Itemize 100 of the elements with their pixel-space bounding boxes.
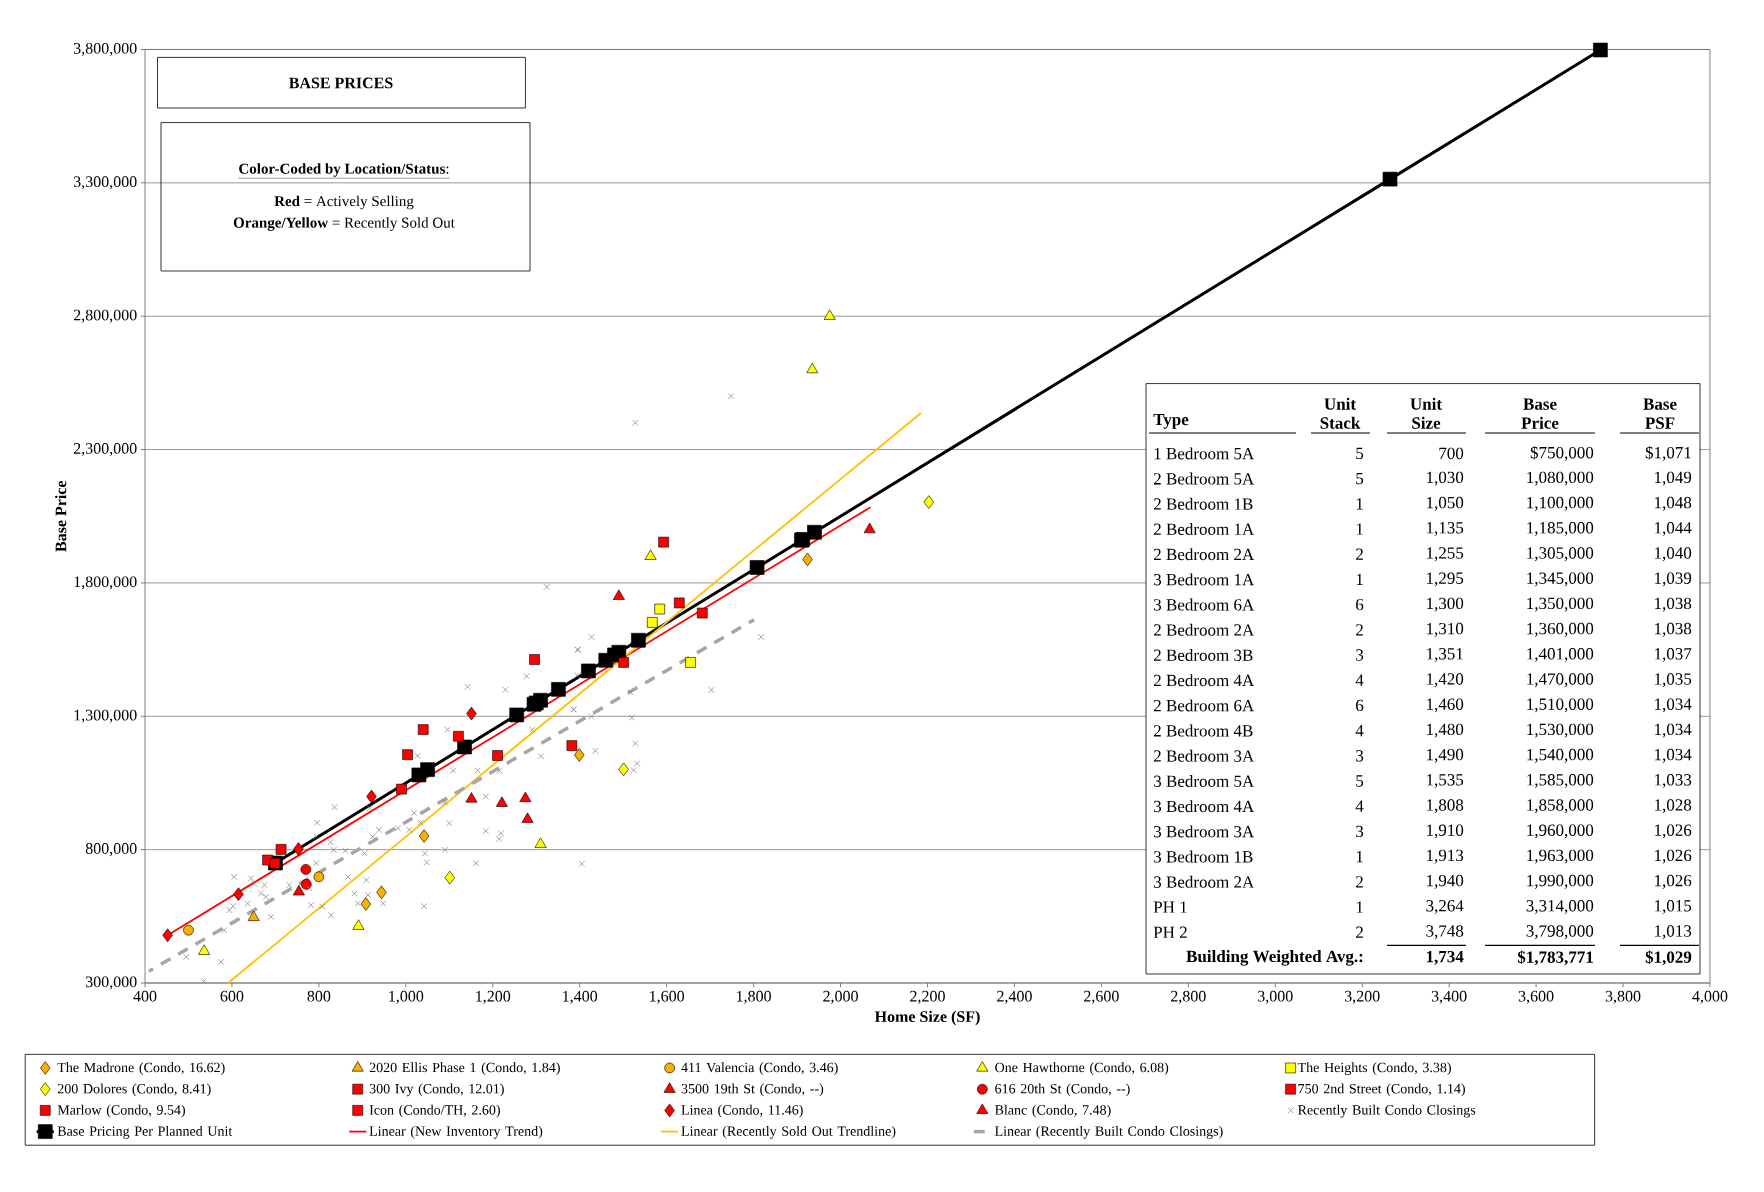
x-tick-label: 4,000 xyxy=(1692,990,1728,1004)
annotation: 3 Bedroom 3A xyxy=(1154,825,1255,838)
annotation: Base Price xyxy=(1521,398,1559,429)
annotation: Type xyxy=(1153,413,1189,429)
annotation: Color-Coded by Location/Status: xyxy=(239,163,449,177)
annotation: 3 Bedroom 2A xyxy=(1154,875,1255,888)
annotation: 2 xyxy=(1356,926,1363,938)
x-tick-label: 2,200 xyxy=(910,990,945,1004)
annotation: 3 Bedroom 6A xyxy=(1154,598,1255,611)
annotation: 3 xyxy=(1356,750,1364,762)
annotation: 2 Bedroom 2A xyxy=(1153,623,1255,636)
annotation: 1,490 xyxy=(1427,748,1464,763)
annotation: 1 xyxy=(1356,523,1363,535)
annotation: 3,798,000 xyxy=(1526,925,1594,940)
annotation: $1,071 xyxy=(1645,445,1691,461)
annotation: 1,044 xyxy=(1655,522,1692,536)
x-tick-label: 1,200 xyxy=(476,990,511,1004)
annotation: 1,310 xyxy=(1427,622,1464,637)
annotation: $1,783,771 xyxy=(1517,950,1593,966)
annotation: 1,360,000 xyxy=(1527,622,1594,637)
x-tick-label: 2,400 xyxy=(997,990,1032,1004)
x-tick-label: 3,200 xyxy=(1344,990,1380,1004)
annotation: 1,013 xyxy=(1655,925,1692,940)
annotation: 1 xyxy=(1356,573,1363,585)
annotation: 1,460 xyxy=(1427,698,1464,713)
legend-label: Linear (New Inventory Trend) xyxy=(369,1125,543,1139)
annotation: 1,420 xyxy=(1427,673,1464,688)
annotation: 700 xyxy=(1439,447,1464,460)
annotation: 1,295 xyxy=(1427,572,1464,587)
annotation: 3 xyxy=(1356,649,1364,661)
x-tick-label: 2,000 xyxy=(823,990,858,1004)
y-tick-label: 300,000 xyxy=(85,976,137,990)
annotation: 1,048 xyxy=(1655,496,1692,511)
x-tick-label: 3,000 xyxy=(1258,990,1293,1004)
annotation: Red = Actively Selling xyxy=(274,195,414,210)
annotation: 1,135 xyxy=(1427,522,1464,536)
annotation: 1,026 xyxy=(1655,874,1692,889)
annotation: 1,910 xyxy=(1427,824,1464,839)
annotation: 1,480 xyxy=(1427,723,1464,738)
annotation: 6 xyxy=(1356,699,1364,712)
legend-label: The Heights (Condo, 3.38) xyxy=(1297,1062,1451,1076)
annotation: 1,960,000 xyxy=(1527,824,1594,839)
annotation: 3 Bedroom 1A xyxy=(1154,573,1255,586)
x-tick-label: 1,600 xyxy=(650,990,685,1004)
annotation: 1,540,000 xyxy=(1527,748,1594,763)
y-tick-label: 2,800,000 xyxy=(73,309,137,323)
annotation: 1,026 xyxy=(1655,849,1692,864)
annotation: 5 xyxy=(1356,775,1364,787)
annotation: 1,470,000 xyxy=(1527,673,1594,688)
annotation: 4 xyxy=(1355,674,1364,686)
annotation: 1 xyxy=(1356,901,1363,913)
annotation: 3 Bedroom 4A xyxy=(1154,800,1255,813)
y-tick-label: 3,800,000 xyxy=(73,42,137,57)
annotation: 3 Bedroom 1B xyxy=(1154,850,1253,863)
annotation: 2 Bedroom 6A xyxy=(1153,699,1255,712)
x-tick-label: 400 xyxy=(133,990,157,1002)
x-tick-label: 600 xyxy=(220,990,244,1002)
annotation: 1,350,000 xyxy=(1527,597,1594,612)
x-tick-label: 800 xyxy=(307,990,331,1002)
annotation: 5 xyxy=(1356,472,1364,485)
y-tick-label: 2,300,000 xyxy=(73,443,137,457)
annotation: 5 xyxy=(1356,447,1364,460)
annotation: 1,033 xyxy=(1655,774,1692,788)
x-tick-label: 1,000 xyxy=(389,990,424,1004)
legend-label: 200 Dolores (Condo, 8.41) xyxy=(57,1083,211,1097)
y-axis-title: Base Price xyxy=(55,480,67,552)
annotation: 3,264 xyxy=(1426,900,1464,914)
legend-label: Linea (Condo, 11.46) xyxy=(681,1104,803,1118)
annotation: 1,940 xyxy=(1427,874,1464,889)
legend-label: Linear (Recently Built Condo Closings) xyxy=(995,1125,1223,1139)
annotation: 1,028 xyxy=(1655,799,1692,814)
annotation: 3,748 xyxy=(1426,925,1464,940)
annotation: 1,990,000 xyxy=(1527,874,1594,889)
annotation: 1,913 xyxy=(1427,849,1464,864)
annotation: 1,039 xyxy=(1655,572,1692,587)
annotation: 1,035 xyxy=(1655,673,1692,688)
annotation: 1,510,000 xyxy=(1527,698,1594,713)
annotation: 1,305,000 xyxy=(1527,547,1594,562)
x-tick-label: 1,400 xyxy=(563,990,598,1004)
annotation: 1,034 xyxy=(1655,748,1692,763)
legend-label: Icon (Condo/TH, 2.60) xyxy=(369,1104,500,1118)
annotation: 1,300 xyxy=(1427,597,1464,612)
annotation: PH 2 xyxy=(1153,926,1187,938)
annotation: 2 Bedroom 3B xyxy=(1153,649,1253,661)
x-tick-label: 2,600 xyxy=(1084,990,1119,1004)
text: BASE PRICES xyxy=(289,77,393,89)
annotation: 2 Bedroom 4A xyxy=(1153,674,1255,687)
annotation: 1,535 xyxy=(1427,774,1464,788)
annotation: 2 Bedroom 1A xyxy=(1153,523,1255,535)
annotation: 1,345,000 xyxy=(1527,572,1594,587)
x-tick-label: 3,800 xyxy=(1605,990,1641,1004)
annotation: 1,530,000 xyxy=(1527,723,1594,738)
annotation: 1,080,000 xyxy=(1527,471,1594,486)
annotation: 1,351 xyxy=(1427,648,1463,662)
y-tick-label: 3,300,000 xyxy=(73,176,137,190)
annotation: 1,050 xyxy=(1427,496,1464,511)
legend-label: Marlow (Condo, 9.54) xyxy=(57,1104,185,1118)
annotation: $1,029 xyxy=(1645,950,1692,966)
annotation: 1,585,000 xyxy=(1527,774,1594,788)
annotation: 6 xyxy=(1356,598,1364,611)
